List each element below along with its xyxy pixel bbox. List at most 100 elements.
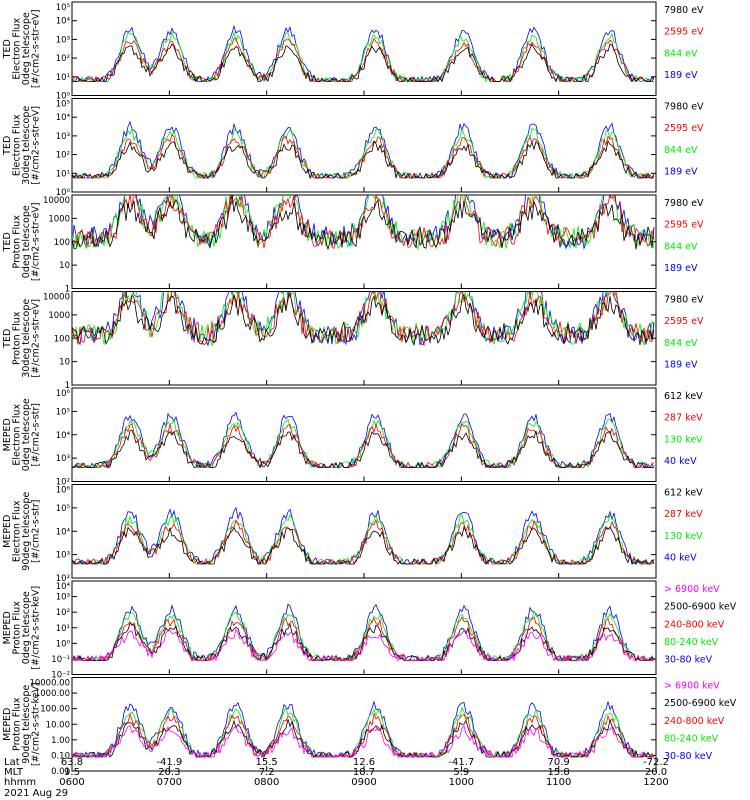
legend-entry: 7980 eV (664, 102, 704, 113)
legend-entry: 844 eV (664, 338, 698, 349)
legend-entry: 189 eV (664, 70, 698, 81)
legend-entry: 287 keV (664, 509, 703, 520)
series-trace (72, 195, 655, 250)
y-tick-label: 10¹ (56, 624, 70, 634)
y-tick-label: 10.00 (46, 720, 70, 730)
y-tick-label: 1.00 (51, 736, 70, 746)
trace-group (72, 411, 655, 469)
legend-entry: 240-800 keV (664, 619, 725, 630)
y-axis-label: 0deg telescope (21, 398, 32, 471)
footer-mlt-value: 15.8 (548, 767, 570, 778)
series-trace (72, 24, 655, 83)
series-trace (72, 628, 655, 662)
y-tick-label: 0.10 (51, 751, 70, 761)
y-tick-label: 10⁰ (56, 188, 71, 198)
y-axis-label: MEPED (2, 418, 13, 451)
y-axis-label: MEPED (2, 611, 13, 644)
legend-entry: 30-80 keV (664, 751, 713, 762)
legend-entry: 30-80 keV (664, 655, 713, 666)
y-tick-label: 10⁴ (56, 431, 71, 441)
series-trace (72, 512, 655, 566)
footer-mlt-value: 7.2 (259, 767, 275, 778)
y-tick-label: 10¹ (56, 169, 70, 179)
y-tick-label: 10000 (43, 293, 70, 303)
y-axis-label: Electron Flux (12, 404, 23, 466)
legend-entry: 130 keV (664, 434, 703, 445)
y-tick-label: 10⁵ (56, 407, 70, 417)
y-axis-label: [#/cm2-s-str-eV] (31, 299, 42, 378)
footer-lat-value: 70.9 (548, 757, 570, 768)
y-tick-label: 10⁰ (56, 639, 71, 649)
y-axis-label: TED (2, 232, 13, 252)
y-axis-label: 30deg telescope (21, 106, 32, 185)
footer-mlt-value: 9.5 (64, 767, 80, 778)
y-tick-label: 0.01 (51, 767, 70, 777)
y-tick-label: 10 (59, 261, 70, 271)
series-trace (72, 30, 654, 83)
series-trace (72, 518, 655, 566)
footer-hhmm-value: 0700 (157, 777, 182, 788)
legend-entry: 189 eV (664, 263, 698, 274)
footer-hhmm-value: 1000 (449, 777, 474, 788)
legend-entry: 80-240 keV (664, 733, 719, 744)
y-tick-label: 10 (59, 358, 70, 368)
y-tick-label: 10³ (56, 132, 70, 142)
legend-entry: 130 keV (664, 531, 703, 542)
series-trace (72, 140, 655, 180)
legend-entry: 2595 eV (664, 316, 704, 327)
y-axis-label: [#/cm2-s-str-keV] (31, 586, 42, 670)
y-axis-label: Electron Flux (12, 18, 23, 80)
series-trace (72, 609, 655, 662)
y-tick-label: 100 (54, 238, 70, 248)
footer-lat-value: 63.8 (61, 757, 83, 768)
y-axis-label: 30deg telescope (21, 299, 32, 378)
footer-lat-value: -72.2 (643, 757, 669, 768)
y-tick-label: 10⁴ (56, 17, 71, 27)
series-trace (72, 411, 655, 469)
y-tick-label: 10² (56, 54, 70, 64)
footer-label-mlt: MLT (4, 767, 24, 778)
series-trace (72, 292, 655, 347)
footer-hhmm-value: 0900 (351, 777, 376, 788)
legend-entry: 844 eV (664, 241, 698, 252)
legend-entry: 2500-6900 keV (664, 602, 737, 613)
y-tick-label: 10000 (43, 196, 70, 206)
y-tick-label: 1 (65, 285, 70, 295)
legend-entry: 240-800 keV (664, 716, 725, 727)
y-axis-label: Proton Flux (12, 215, 23, 269)
y-tick-label: 1000 (48, 311, 70, 321)
y-axis-label: TED (2, 329, 13, 349)
series-trace (72, 525, 655, 566)
legend-entry: > 6900 keV (664, 584, 720, 595)
y-tick-label: 10⁻¹ (51, 655, 70, 665)
y-tick-label: 10² (56, 608, 70, 618)
footer-mlt-value: 20.3 (158, 767, 180, 778)
legend-entry: 7980 eV (664, 198, 704, 209)
legend-entry: 80-240 keV (664, 637, 719, 648)
trace-group (72, 24, 655, 83)
y-tick-label: 10⁶ (56, 486, 71, 496)
series-trace (72, 195, 655, 251)
y-tick-label: 10³ (56, 454, 70, 464)
legend-entry: 2500-6900 keV (664, 698, 737, 709)
y-tick-label: 10⁵ (56, 504, 70, 514)
y-tick-label: 1 (65, 381, 70, 391)
series-trace (72, 195, 655, 250)
y-tick-label: 10² (56, 574, 70, 584)
legend-entry: 287 keV (664, 413, 703, 424)
y-tick-label: 100.00 (40, 705, 70, 715)
series-trace (72, 725, 654, 759)
series-trace (72, 43, 655, 83)
y-axis-label: Electron Flux (12, 500, 23, 562)
legend-entry: 2595 eV (664, 220, 704, 231)
y-axis-label: 90deg telescope (21, 685, 32, 764)
y-tick-label: 10⁴ (56, 582, 71, 592)
legend-entry: 612 keV (664, 391, 703, 402)
